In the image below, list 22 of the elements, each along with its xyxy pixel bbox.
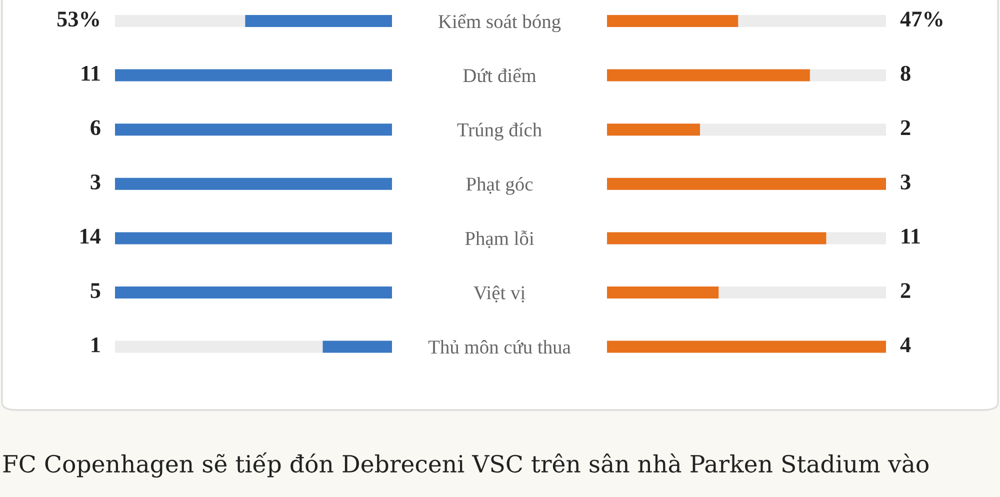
data-label: 14 (80, 228, 101, 244)
data-label: 4 (900, 338, 911, 352)
category-label: Phạt góc (466, 177, 533, 195)
data-label: 8 (900, 66, 910, 81)
category-label: Thủ môn cứu thua (428, 340, 571, 354)
data-label: 3 (900, 174, 910, 190)
data-label: 53% (57, 12, 99, 27)
text: FC Copenhagen sẽ tiếp đón Debreceni VSC trên sân nhà Parken Stadium vào (3, 452, 928, 478)
data-label: 6 (90, 120, 100, 136)
data-label: 11 (902, 228, 920, 244)
category-label: Trúng đích (457, 122, 542, 140)
category-label: Kiểm soát bóng (438, 14, 561, 32)
category-label: Dứt điểm (463, 68, 536, 82)
data-label: 11 (82, 66, 100, 81)
data-label: 1 (92, 337, 100, 352)
data-label: 2 (900, 120, 910, 135)
data-label: 5 (90, 283, 100, 298)
category-label: Phạm lỗi (465, 230, 534, 248)
data-label: 47% (900, 12, 942, 27)
data-label: 3 (90, 174, 100, 190)
data-label: 2 (900, 283, 910, 298)
category-label: Việt vị (474, 286, 526, 302)
